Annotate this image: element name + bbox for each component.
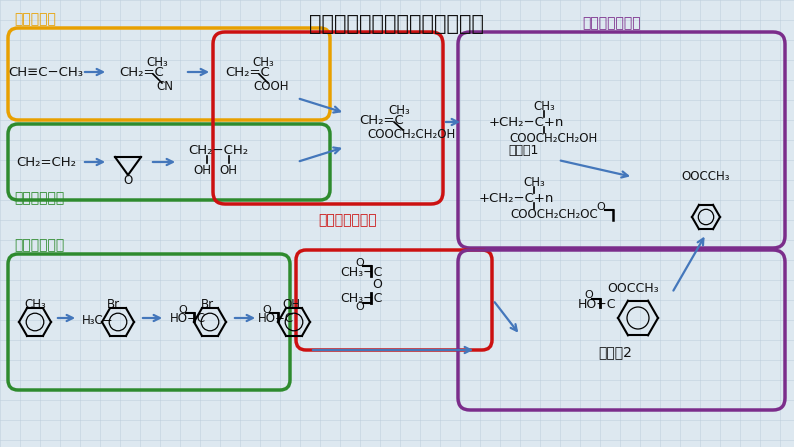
Text: O: O (179, 305, 187, 315)
Text: 官能团的转化: 官能团的转化 (14, 191, 64, 205)
Text: CH₃: CH₃ (388, 104, 410, 117)
Text: CH₂=C: CH₂=C (360, 114, 404, 127)
Text: HO−C: HO−C (578, 299, 616, 312)
Text: O: O (372, 278, 382, 291)
Text: H₃C−: H₃C− (82, 313, 114, 326)
Text: OOCCH₃: OOCCH₃ (682, 170, 730, 184)
Text: 碳链的变化: 碳链的变化 (14, 12, 56, 26)
Text: HO−C: HO−C (258, 312, 294, 325)
Text: 缓释乙酰水杨酸的合成路线总结: 缓释乙酰水杨酸的合成路线总结 (310, 14, 484, 34)
Text: O: O (584, 290, 593, 300)
Text: +CH₂−C+n: +CH₂−C+n (488, 115, 564, 128)
Text: CH₂=C: CH₂=C (120, 66, 164, 79)
Text: O: O (356, 258, 364, 268)
Text: CH₂=CH₂: CH₂=CH₂ (16, 156, 76, 169)
Text: CH₂−CH₂: CH₂−CH₂ (188, 144, 248, 157)
Text: CH₂=C: CH₂=C (225, 66, 271, 79)
Text: COOCH₂CH₂OC: COOCH₂CH₂OC (510, 207, 598, 220)
Text: O: O (263, 305, 272, 315)
Text: CN: CN (156, 80, 174, 93)
Text: CH₃: CH₃ (523, 177, 545, 190)
Text: 分子片段的组装: 分子片段的组装 (582, 16, 641, 30)
Text: CH₃: CH₃ (24, 299, 46, 312)
Text: COOH: COOH (253, 80, 289, 93)
Text: CH₃: CH₃ (252, 56, 274, 69)
Text: HO−C: HO−C (170, 312, 206, 325)
Text: CH₃−C: CH₃−C (340, 266, 383, 278)
Text: Br: Br (200, 298, 214, 311)
Text: COOCH₂CH₂OH: COOCH₂CH₂OH (368, 127, 456, 140)
Text: O: O (123, 174, 133, 187)
Text: 中间体1: 中间体1 (509, 143, 539, 156)
Text: CH₃: CH₃ (533, 101, 555, 114)
Text: OH: OH (282, 298, 300, 311)
Text: CH₃−C: CH₃−C (340, 292, 383, 305)
Text: OH: OH (219, 164, 237, 177)
Text: CH≡C−CH₃: CH≡C−CH₃ (9, 66, 83, 79)
Text: 官能团的转化: 官能团的转化 (14, 238, 64, 252)
Text: O: O (596, 202, 605, 212)
Text: 中间体2: 中间体2 (598, 345, 632, 359)
Text: 分子片段的组装: 分子片段的组装 (318, 213, 376, 227)
Text: OOCCH₃: OOCCH₃ (607, 283, 659, 295)
Text: COOCH₂CH₂OH: COOCH₂CH₂OH (509, 131, 597, 144)
Text: CH₃: CH₃ (146, 56, 168, 69)
Text: OH: OH (193, 164, 211, 177)
Text: O: O (356, 302, 364, 312)
Text: +CH₂−C+n: +CH₂−C+n (478, 191, 553, 204)
Text: Br: Br (106, 299, 120, 312)
